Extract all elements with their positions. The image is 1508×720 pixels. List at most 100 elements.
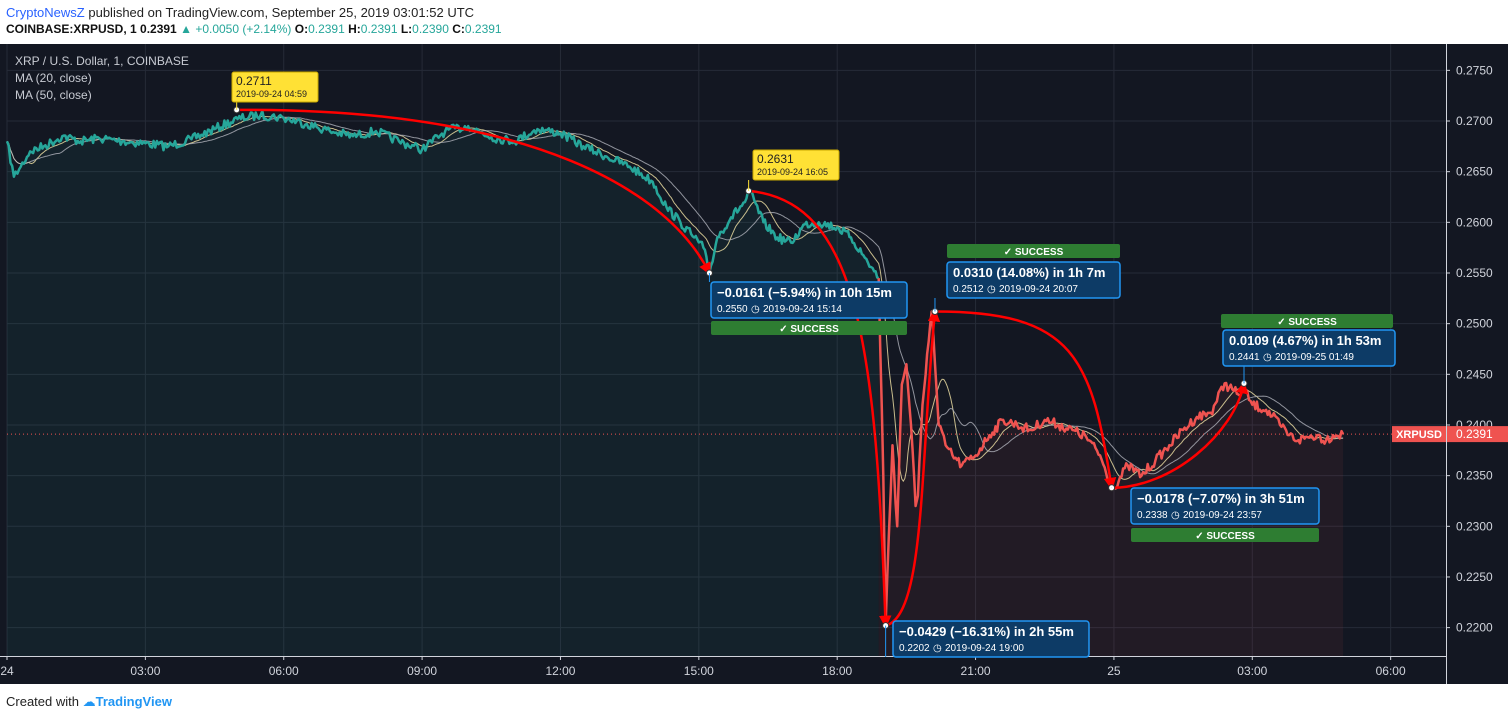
time-axis-bg [0, 656, 1446, 684]
callout-price: 0.2202 [899, 643, 930, 654]
created-with-label: Created with [6, 694, 79, 709]
callout-change: −0.0178 (−7.07%) in 3h 51m [1137, 491, 1305, 506]
trend-arrow [236, 108, 711, 276]
callout-time: 2019-09-24 20:07 [999, 284, 1078, 295]
y-tick-label: 0.2600 [1456, 215, 1493, 229]
callout-time: 2019-09-25 01:49 [1275, 352, 1354, 363]
clock-icon: ◷ [933, 643, 942, 654]
symbol-tag: XRPUSD [1396, 429, 1442, 441]
callout-change: −0.0429 (−16.31%) in 2h 55m [899, 624, 1074, 639]
down-area [878, 278, 1344, 656]
success-badge [947, 244, 1120, 258]
y-tick-label: 0.2500 [1456, 317, 1493, 331]
y-tick-label: 0.2650 [1456, 165, 1493, 179]
price-point-box[interactable] [231, 71, 319, 103]
trend-arrow [885, 309, 941, 627]
clock-icon: ◷ [751, 304, 760, 315]
chart-title: XRP / U.S. Dollar, 1, COINBASE [15, 54, 189, 68]
measure-callout[interactable] [1222, 329, 1396, 367]
y-tick-label: 0.2300 [1456, 519, 1493, 533]
open-label: O: [294, 22, 309, 36]
callout-price: 0.2512 [953, 284, 984, 295]
price-point-time: 2019-09-24 16:05 [757, 167, 828, 177]
moving-averages [6, 115, 1344, 483]
grid-lines [6, 44, 1446, 656]
y-tick-label: 0.2200 [1456, 621, 1493, 635]
measure-callout[interactable] [710, 281, 908, 319]
close-value: 0.2391 [464, 22, 502, 36]
callout-change: 0.0310 (14.08%) in 1h 7m [953, 265, 1105, 280]
up-area [7, 111, 879, 656]
price-change: +0.0050 (+2.14%) [195, 22, 292, 36]
callout-change: −0.0161 (−5.94%) in 10h 15m [717, 285, 892, 300]
x-tick-label: 03:00 [130, 664, 160, 678]
low-label: L: [400, 22, 413, 36]
y-tick-label: 0.2350 [1456, 469, 1493, 483]
success-label: ✓ SUCCESS [1277, 317, 1337, 328]
callout-price: 0.2338 [1137, 510, 1168, 521]
success-label: ✓ SUCCESS [779, 324, 839, 335]
measure-callout[interactable] [946, 261, 1121, 299]
open-value: 0.2391 [308, 22, 345, 36]
last-price-tag-bg [1447, 426, 1508, 443]
callout-price: 0.2441 [1229, 352, 1260, 363]
measure-callout[interactable] [892, 620, 1090, 658]
trend-arrow [1111, 380, 1249, 490]
trend-arrow [934, 310, 1117, 491]
success-label: ✓ SUCCESS [1004, 247, 1064, 258]
y-tick-label: 0.2550 [1456, 266, 1493, 280]
series-line-up [5, 109, 880, 280]
chart-header: CryptoNewsZ published on TradingView.com… [0, 0, 1508, 44]
ohlc-line: COINBASE:XRPUSD, 1 0.2391 ▲ +0.0050 (+2.… [6, 22, 502, 36]
y-tick-label: 0.2750 [1456, 63, 1493, 77]
publisher-link[interactable]: CryptoNewsZ [6, 5, 85, 20]
clock-icon: ◷ [1171, 510, 1180, 521]
success-badge [1221, 314, 1393, 328]
price-point-value: 0.2711 [236, 74, 272, 88]
callout-price: 0.2550 [717, 304, 748, 315]
x-tick-label: 15:00 [684, 664, 714, 678]
x-tick-label: 09:00 [407, 664, 437, 678]
y-tick-label: 0.2250 [1456, 570, 1493, 584]
price-point-time: 2019-09-24 04:59 [236, 89, 307, 99]
axes: 0.22000.22500.23000.23500.24000.24500.25… [0, 44, 1508, 684]
x-tick-label: 25 [1107, 664, 1121, 678]
low-value: 0.2390 [412, 22, 449, 36]
x-tick-label: 21:00 [961, 664, 991, 678]
chart-area[interactable]: 0.2200 0.2250 0.2300 0.2350 0.2400 0.2450 0.25… [0, 44, 1508, 684]
up-arrow-icon: ▲ [180, 22, 192, 36]
high-value: 0.2391 [360, 22, 398, 36]
x-tick-label: 06:00 [269, 664, 299, 678]
series-area-fill [7, 111, 1344, 656]
price-axis-bg [1446, 44, 1508, 684]
ma20-line [6, 115, 1344, 483]
measure-callout[interactable] [1130, 487, 1320, 525]
high-label: H: [348, 22, 361, 36]
ma20-legend: MA (20, close) [15, 71, 92, 85]
x-tick-label: 18:00 [822, 664, 852, 678]
price-chart[interactable]: 0.22000.22500.23000.23500.24000.24500.25… [0, 44, 1508, 684]
x-tick-label: 24 [0, 664, 14, 678]
ma50-line [6, 116, 1344, 475]
last-price-tag: 0.2391 [1456, 427, 1493, 441]
success-badge [1131, 528, 1319, 542]
x-tick-label: 06:00 [1376, 664, 1406, 678]
clock-icon: ◷ [1263, 352, 1272, 363]
x-tick-label: 03:00 [1237, 664, 1267, 678]
callout-time: 2019-09-24 15:14 [763, 304, 842, 315]
price-point-value: 0.2631 [757, 152, 794, 166]
symbol-label: COINBASE:XRPUSD, 1 [6, 22, 137, 36]
close-label: C: [452, 22, 465, 36]
success-label: ✓ SUCCESS [1195, 531, 1255, 542]
price-point-box[interactable] [752, 149, 840, 181]
footer: Created with ☁TradingView [6, 694, 172, 710]
callout-time: 2019-09-24 23:57 [1183, 510, 1262, 521]
callout-time: 2019-09-24 19:00 [945, 643, 1024, 654]
publish-line: CryptoNewsZ published on TradingView.com… [6, 5, 474, 20]
y-tick-label: 0.2700 [1456, 114, 1493, 128]
last-price: 0.2391 [140, 22, 177, 36]
y-tick-label: 0.2450 [1456, 367, 1493, 381]
tradingview-link[interactable]: TradingView [95, 694, 172, 709]
tradingview-logo-icon: ☁ [82, 694, 96, 709]
